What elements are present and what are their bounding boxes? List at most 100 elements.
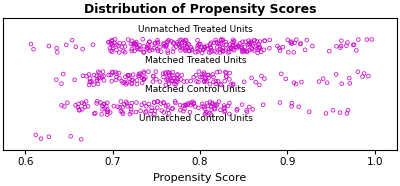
Point [151, 101, 157, 104]
Point [107, 111, 113, 114]
Point [139, 76, 145, 79]
Point [361, 72, 367, 75]
Point [151, 47, 157, 50]
Point [146, 40, 153, 43]
Point [188, 79, 194, 82]
Point [128, 42, 134, 45]
Point [174, 74, 180, 77]
Point [103, 105, 110, 108]
Point [291, 81, 297, 84]
Point [323, 112, 329, 115]
Point [144, 46, 151, 49]
Point [337, 111, 343, 114]
Point [226, 51, 232, 54]
Point [72, 78, 78, 81]
Point [150, 80, 156, 83]
Point [151, 113, 158, 116]
Point [160, 76, 167, 78]
Point [170, 41, 177, 44]
Point [112, 41, 118, 44]
Point [277, 49, 283, 52]
Point [241, 80, 247, 83]
Point [158, 102, 164, 105]
Point [160, 72, 166, 75]
Point [196, 70, 202, 73]
Point [246, 105, 252, 108]
Point [81, 102, 87, 105]
Point [122, 75, 128, 78]
Point [124, 102, 130, 105]
Point [148, 106, 155, 109]
Point [252, 45, 258, 48]
Point [199, 102, 205, 105]
Point [193, 80, 200, 83]
Point [245, 43, 251, 46]
Point [155, 41, 161, 44]
Point [174, 77, 180, 80]
Point [130, 73, 136, 76]
Point [234, 46, 240, 49]
Point [123, 100, 129, 103]
Point [169, 74, 176, 77]
Point [223, 75, 230, 78]
Point [75, 106, 81, 109]
Point [274, 44, 280, 47]
Point [116, 51, 122, 54]
Point [200, 49, 206, 52]
Point [104, 108, 111, 111]
Point [86, 81, 93, 84]
Point [164, 41, 170, 44]
Point [177, 109, 184, 112]
Point [206, 112, 213, 115]
Point [119, 111, 126, 114]
Point [136, 74, 143, 77]
Point [106, 41, 113, 44]
Point [228, 46, 234, 49]
Point [223, 41, 229, 44]
Point [140, 51, 147, 54]
Point [106, 73, 112, 76]
Text: Unmatched Treated Units: Unmatched Treated Units [138, 25, 253, 34]
Point [152, 70, 159, 73]
Point [177, 104, 183, 107]
Point [85, 105, 91, 108]
Point [115, 44, 122, 47]
Point [162, 45, 169, 48]
Point [135, 46, 141, 49]
Point [203, 111, 209, 114]
Point [220, 38, 226, 41]
Point [224, 47, 231, 50]
Point [221, 104, 227, 107]
Point [120, 49, 126, 52]
Point [102, 107, 108, 110]
Point [150, 75, 157, 78]
Point [124, 74, 131, 77]
Point [284, 39, 291, 41]
Point [144, 48, 150, 51]
Point [164, 44, 170, 47]
Point [171, 83, 178, 86]
Point [143, 110, 150, 113]
Point [177, 49, 184, 52]
Point [58, 104, 65, 107]
Point [250, 108, 256, 111]
Point [219, 49, 225, 52]
Point [162, 72, 169, 75]
Point [160, 101, 167, 104]
Point [83, 75, 90, 78]
Point [243, 109, 250, 112]
Point [210, 102, 216, 105]
Point [218, 39, 225, 41]
Point [141, 72, 147, 75]
Point [206, 76, 212, 79]
Point [309, 45, 316, 48]
Point [119, 45, 125, 48]
Point [202, 80, 208, 83]
Point [190, 102, 197, 105]
Point [136, 73, 142, 76]
Point [364, 38, 370, 41]
Point [256, 47, 262, 50]
Point [228, 47, 234, 50]
Point [255, 42, 262, 45]
Point [99, 76, 105, 78]
